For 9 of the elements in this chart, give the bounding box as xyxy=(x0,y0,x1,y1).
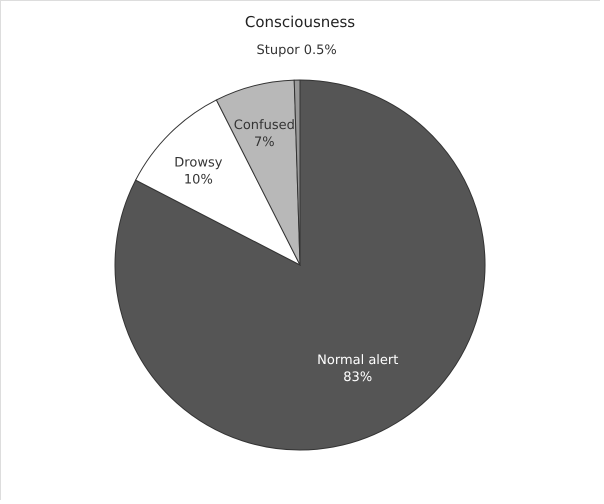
data-label: 7% xyxy=(254,135,275,150)
slice-label: Stupor 0.5% xyxy=(256,43,337,58)
slice-label: Normal alert xyxy=(317,352,398,368)
chart-title: Consciousness xyxy=(244,13,356,31)
data-label: 10% xyxy=(184,172,213,188)
slice-label: Confused xyxy=(234,118,295,134)
data-label: 83% xyxy=(343,370,372,385)
slice-label: Drowsy xyxy=(174,156,223,171)
pie-slice xyxy=(114,80,486,450)
